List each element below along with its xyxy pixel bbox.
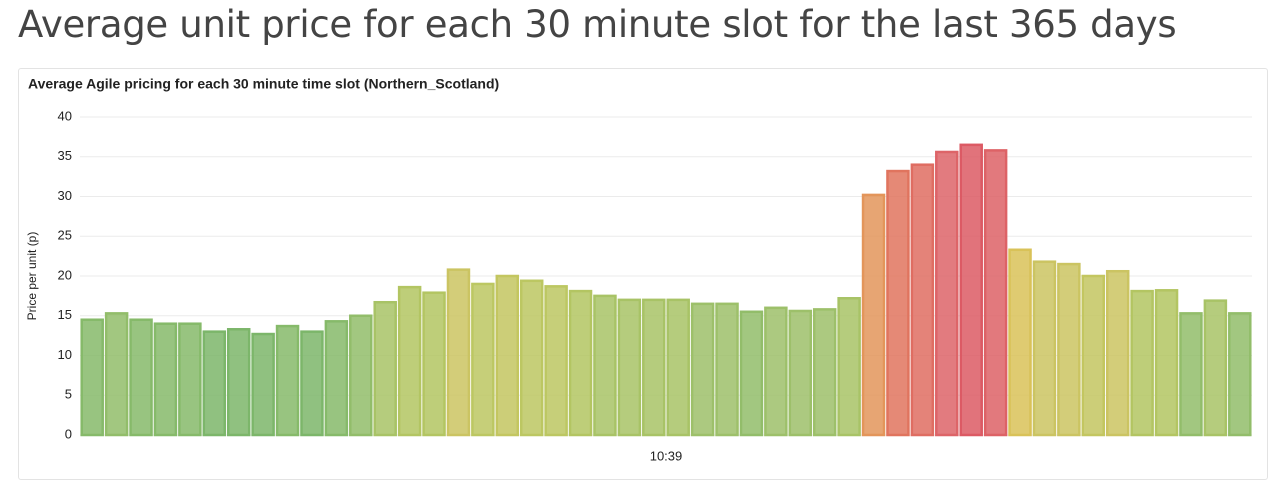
y-tick-label: 30 bbox=[58, 188, 72, 203]
bar bbox=[397, 285, 422, 437]
y-tick-label: 10 bbox=[58, 347, 72, 362]
bar bbox=[715, 302, 739, 437]
bar bbox=[519, 279, 544, 437]
page-title: Average unit price for each 30 minute sl… bbox=[18, 3, 1177, 46]
bar bbox=[80, 318, 104, 437]
bar bbox=[1081, 274, 1106, 437]
bar bbox=[690, 302, 715, 437]
y-tick-label: 0 bbox=[65, 426, 72, 441]
x-axis-label: 10:39 bbox=[650, 448, 683, 463]
bar bbox=[349, 314, 373, 437]
bar bbox=[886, 169, 910, 437]
y-tick-label: 15 bbox=[58, 307, 72, 322]
bar bbox=[324, 320, 349, 437]
bar bbox=[1203, 299, 1228, 437]
bar bbox=[178, 322, 202, 437]
bar bbox=[1008, 248, 1032, 437]
y-tick-label: 20 bbox=[58, 267, 72, 282]
bar bbox=[1154, 289, 1179, 437]
bar bbox=[1057, 262, 1081, 437]
bar bbox=[837, 297, 861, 437]
bar bbox=[226, 328, 251, 437]
bar bbox=[642, 298, 666, 437]
bar bbox=[373, 300, 397, 437]
bar bbox=[153, 322, 178, 437]
bar bbox=[251, 332, 275, 437]
bar bbox=[593, 294, 617, 437]
bar bbox=[983, 149, 1008, 437]
bar bbox=[104, 312, 129, 437]
bar bbox=[935, 150, 959, 437]
page: Average unit price for each 30 minute sl… bbox=[18, 3, 1268, 480]
bar bbox=[300, 330, 324, 437]
bar bbox=[812, 308, 837, 437]
bar bbox=[202, 330, 227, 437]
bar bbox=[617, 298, 642, 437]
bar bbox=[422, 291, 446, 437]
bar bbox=[275, 324, 300, 437]
bar bbox=[861, 193, 886, 437]
bar bbox=[666, 298, 690, 437]
y-axis-label: Price per unit (p) bbox=[25, 232, 39, 321]
bar bbox=[1179, 312, 1203, 437]
bar bbox=[1105, 269, 1130, 437]
bar bbox=[495, 274, 520, 437]
bar bbox=[1130, 289, 1154, 437]
bar bbox=[446, 268, 471, 437]
bar bbox=[544, 285, 568, 437]
y-tick-label: 5 bbox=[65, 387, 72, 402]
y-tick-label: 40 bbox=[58, 108, 72, 123]
bar bbox=[129, 318, 153, 437]
bar bbox=[788, 309, 813, 437]
chart-title: Average Agile pricing for each 30 minute… bbox=[28, 76, 499, 92]
y-tick-label: 25 bbox=[58, 228, 72, 243]
y-tick-label: 35 bbox=[58, 148, 72, 163]
bar bbox=[910, 163, 935, 437]
bar bbox=[471, 282, 495, 437]
chart: Average Agile pricing for each 30 minute… bbox=[25, 76, 1252, 463]
bar bbox=[764, 306, 788, 437]
bar bbox=[959, 143, 983, 437]
bar bbox=[739, 310, 764, 437]
bar bbox=[568, 289, 593, 437]
bar bbox=[1032, 260, 1057, 437]
bar bbox=[1228, 312, 1252, 437]
